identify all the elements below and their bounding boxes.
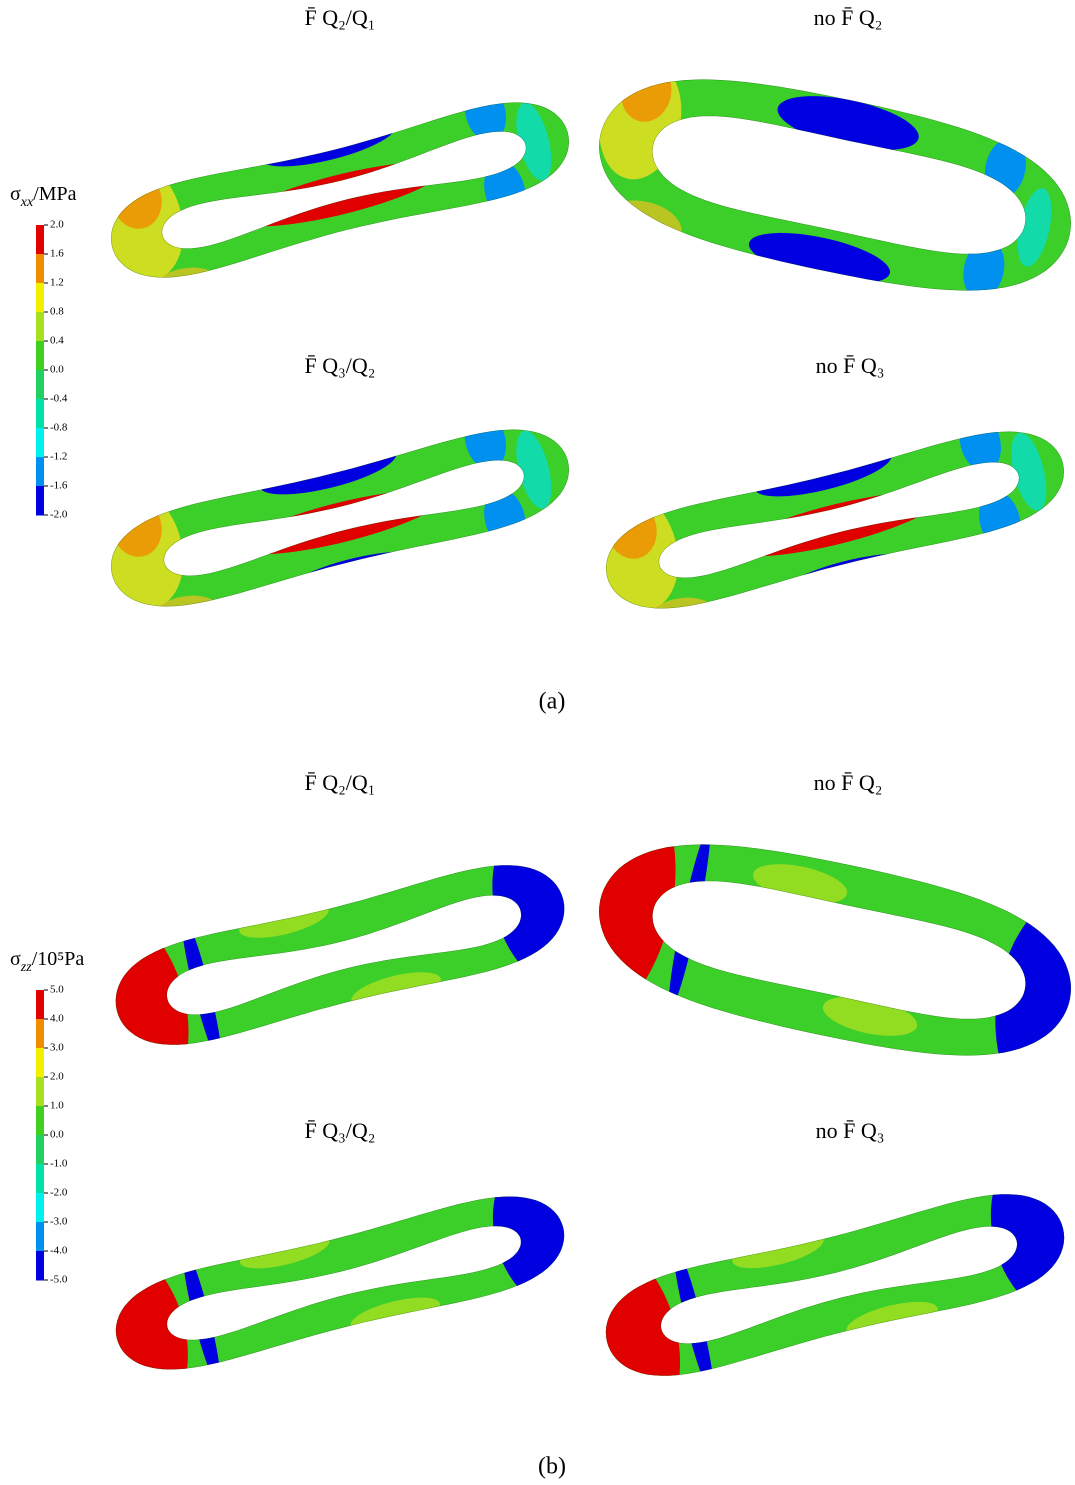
colorbar-segment — [36, 1164, 44, 1194]
torus — [599, 79, 1071, 291]
stress-region — [516, 430, 552, 509]
stress-region — [516, 102, 552, 181]
colorbar-label: σxx/MPa — [10, 183, 77, 210]
stress-region — [748, 232, 891, 284]
torus-shade — [605, 1194, 1065, 1376]
torus — [606, 431, 1064, 609]
plot-title: F̄ Q₂/Q₁ — [305, 5, 376, 30]
colorbar-tick-label: -4.0 — [50, 1245, 68, 1257]
colorbar-segment — [36, 283, 44, 313]
colorbar-tick-label: -5.0 — [50, 1274, 68, 1286]
colorbar-label-part: σ — [10, 948, 21, 970]
torus-base — [599, 844, 1071, 1056]
colorbar-tick-label: 3.0 — [50, 1042, 64, 1054]
colorbar-segment — [36, 225, 44, 255]
colorbar-tick-label: 2.0 — [50, 1071, 64, 1083]
colorbar-segment — [36, 428, 44, 458]
stress-region — [115, 1237, 188, 1370]
stress-region — [990, 1194, 1065, 1322]
torus — [599, 844, 1071, 1056]
torus — [111, 429, 569, 607]
colorbar-segment — [36, 990, 44, 1020]
colorbar-tick-label: -1.0 — [50, 1158, 68, 1170]
colorbar-label-part: /10⁵Pa — [32, 948, 85, 970]
colorbar-segment — [36, 312, 44, 342]
stress-region — [620, 79, 672, 122]
colorbar-label-part: zz — [20, 960, 32, 975]
torus-shade — [115, 865, 565, 1045]
stress-region — [464, 429, 506, 470]
colorbar-tick-label: 5.0 — [50, 984, 64, 996]
colorbar-tick-label: 0.0 — [50, 364, 64, 376]
caption: (b) — [538, 1454, 566, 1480]
plot-title: F̄ Q₃/Q₂ — [305, 1118, 376, 1143]
torus — [605, 1194, 1065, 1376]
colorbar-label: σzz/10⁵Pa — [10, 948, 84, 975]
stress-region — [492, 865, 565, 994]
colorbar-tick-label: -3.0 — [50, 1216, 68, 1228]
colorbar-segment — [36, 1193, 44, 1223]
stress-region — [464, 102, 506, 142]
plot-title: no F̄ Q₃ — [816, 353, 885, 378]
colorbar-tick-label: 0.8 — [50, 306, 64, 318]
colorbar-tick-label: 1.2 — [50, 277, 64, 289]
colorbar-segment — [36, 1135, 44, 1165]
colorbar-segment — [36, 457, 44, 487]
colorbar-tick-label: 0.0 — [50, 1129, 64, 1141]
colorbar-label-part: xx — [20, 195, 34, 210]
colorbar-segment — [36, 486, 44, 516]
caption: (a) — [539, 689, 566, 715]
stress-region — [492, 1196, 565, 1315]
colorbar-segment — [36, 1251, 44, 1281]
torus-shade — [111, 429, 569, 607]
stress-region — [995, 886, 1071, 1056]
torus-shade — [606, 431, 1064, 609]
colorbar-segment — [36, 341, 44, 371]
plot-title: no F̄ Q₂ — [814, 770, 883, 795]
colorbar-segment — [36, 1048, 44, 1078]
colorbar-segment — [36, 1019, 44, 1049]
colorbar-tick-label: -2.0 — [50, 1187, 68, 1199]
colorbar-segment — [36, 254, 44, 284]
plot-title: F̄ Q₂/Q₁ — [305, 770, 376, 795]
colorbar-tick-label: -0.8 — [50, 422, 68, 434]
colorbar-tick-label: 1.0 — [50, 1100, 64, 1112]
plot-title: no F̄ Q₃ — [816, 1118, 885, 1143]
stress-region — [963, 239, 1005, 291]
torus-base — [599, 79, 1071, 291]
stress-region — [605, 1232, 681, 1376]
plot-title: F̄ Q₃/Q₂ — [305, 353, 376, 378]
colorbar-tick-label: 1.6 — [50, 248, 64, 260]
stress-region — [1011, 432, 1047, 511]
torus-shade — [599, 844, 1071, 1056]
colorbar-tick-label: 4.0 — [50, 1013, 64, 1025]
plot-title: no F̄ Q₂ — [814, 5, 883, 30]
colorbar-tick-label: -2.0 — [50, 509, 68, 521]
torus-shade — [111, 102, 569, 278]
colorbar-tick-label: -1.2 — [50, 451, 67, 463]
stress-region — [959, 431, 1001, 472]
stress-region — [1017, 188, 1052, 267]
torus-shade — [115, 1196, 565, 1370]
colorbar-segment — [36, 370, 44, 400]
torus — [115, 865, 565, 1045]
colorbar-tick-label: 0.4 — [50, 335, 64, 347]
colorbar-tick-label: -0.4 — [50, 393, 68, 405]
colorbar-label-part: σ — [10, 183, 21, 205]
colorbar-segment — [36, 1077, 44, 1107]
colorbar-label-part: /MPa — [33, 183, 76, 205]
colorbar-segment — [36, 399, 44, 429]
torus — [111, 102, 569, 278]
colorbar-tick-label: -1.6 — [50, 480, 68, 492]
stress-region — [115, 901, 189, 1045]
colorbar-segment — [36, 1222, 44, 1252]
stress-region — [599, 844, 676, 1034]
torus-shade — [599, 79, 1071, 291]
torus — [115, 1196, 565, 1370]
colorbar-segment — [36, 1106, 44, 1136]
colorbar-tick-label: 2.0 — [50, 219, 64, 231]
